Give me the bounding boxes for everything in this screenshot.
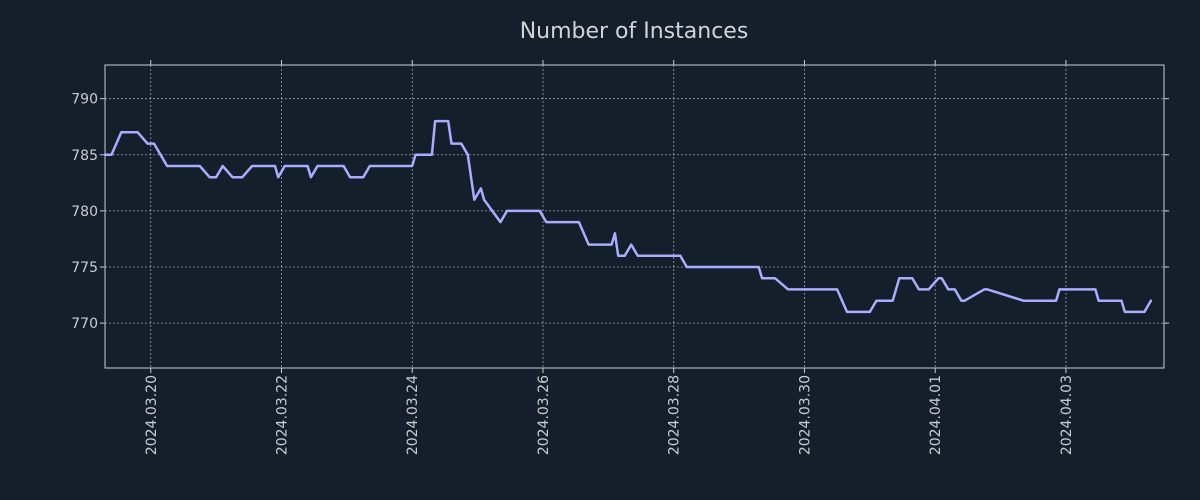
series-layer bbox=[103, 119, 1153, 314]
chart-title: Number of Instances bbox=[520, 19, 749, 44]
x-tick-label: 2024.03.28 bbox=[667, 375, 683, 455]
x-tick-label: 2024.03.20 bbox=[144, 375, 160, 455]
tick-labels-layer: 770 775 780 785 790 2024.03.20 2024.03.22 2024.… bbox=[71, 92, 1075, 456]
x-tick-label: 2024.03.26 bbox=[536, 375, 552, 455]
plot-frame bbox=[104, 64, 1165, 369]
x-tick-label: 2024.04.01 bbox=[928, 375, 944, 455]
x-tick-label: 2024.04.03 bbox=[1059, 375, 1075, 455]
y-tick-label: 775 bbox=[71, 260, 98, 276]
y-tick-label: 780 bbox=[71, 204, 98, 220]
y-tick-label: 785 bbox=[71, 148, 98, 164]
x-tick-label: 2024.03.22 bbox=[275, 375, 291, 455]
series-line-instances bbox=[103, 119, 1153, 314]
x-tick-label: 2024.03.30 bbox=[797, 375, 813, 455]
x-tick-label: 2024.03.24 bbox=[405, 375, 421, 455]
ticks-layer bbox=[100, 60, 1169, 373]
grid-layer bbox=[105, 65, 1164, 368]
y-tick-label: 770 bbox=[71, 316, 98, 332]
y-tick-label: 790 bbox=[71, 92, 98, 108]
